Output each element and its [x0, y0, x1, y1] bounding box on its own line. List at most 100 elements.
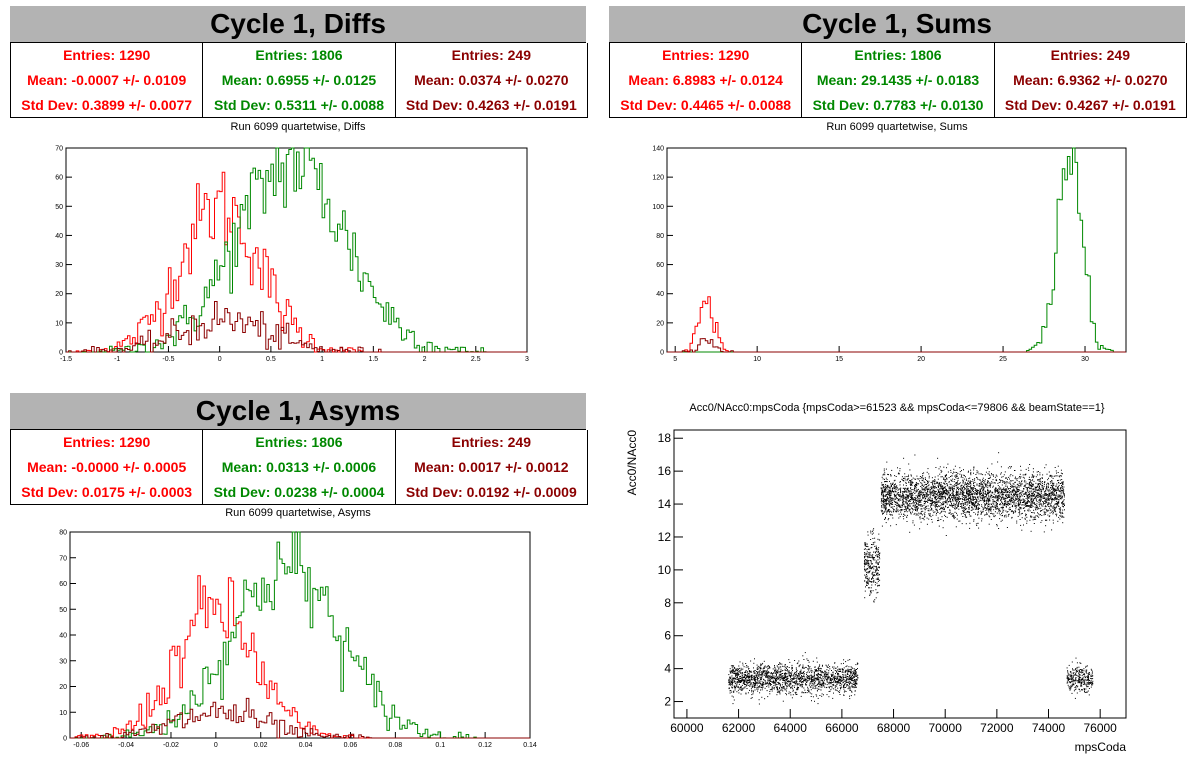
stat-std: Std Dev: 0.5311 +/- 0.0088 — [213, 96, 385, 113]
scatter-point — [1048, 486, 1049, 488]
scatter-point — [921, 491, 923, 493]
scatter-point — [931, 498, 933, 500]
scatter-point — [837, 681, 838, 683]
scatter-point — [997, 482, 999, 484]
x-tick-label: 66000 — [825, 721, 859, 735]
scatter-point — [968, 497, 970, 499]
scatter-point — [887, 491, 889, 493]
plot-frame — [673, 429, 1127, 719]
scatter-point — [736, 684, 737, 686]
scatter-point — [878, 533, 880, 535]
scatter-point — [737, 675, 738, 677]
scatter-point — [760, 668, 762, 670]
scatter-point — [949, 511, 951, 513]
scatter-point — [802, 677, 804, 679]
scatter-point — [870, 547, 872, 549]
scatter-point — [760, 668, 761, 669]
scatter-point — [1033, 480, 1035, 482]
scatter-point — [1040, 510, 1042, 512]
y-tick-label: 0 — [63, 736, 67, 743]
scatter-point — [953, 515, 955, 517]
scatter-point — [935, 490, 937, 492]
scatter-point — [901, 510, 903, 512]
scatter-point — [741, 680, 743, 682]
scatter-point — [849, 681, 851, 682]
scatter-point — [989, 499, 991, 501]
scatter-point — [864, 544, 866, 546]
scatter-point — [857, 677, 859, 679]
scatter-point — [885, 506, 887, 508]
scatter-point — [729, 692, 731, 694]
scatter-point — [910, 513, 912, 515]
scatter-point — [987, 473, 989, 475]
scatter-point — [970, 487, 972, 488]
scatter-point — [730, 678, 731, 680]
scatter-point — [783, 688, 785, 690]
scatter-point — [910, 495, 912, 497]
scatter-point — [940, 471, 942, 473]
scatter-point — [909, 509, 911, 511]
scatter-point — [734, 671, 736, 673]
scatter-point — [776, 669, 778, 671]
scatter-point — [1009, 503, 1011, 505]
scatter-point — [1062, 501, 1063, 503]
scatter-point — [1034, 489, 1036, 491]
scatter-point — [766, 671, 768, 673]
scatter-point — [1015, 496, 1017, 498]
scatter-point — [796, 689, 798, 691]
scatter-point — [905, 501, 907, 503]
scatter-point — [789, 682, 791, 684]
scatter-point — [736, 669, 738, 671]
scatter-point — [754, 685, 756, 687]
scatter-point — [1054, 493, 1056, 495]
scatter-point — [1035, 497, 1037, 499]
scatter-point — [786, 694, 787, 696]
scatter-point — [971, 506, 973, 508]
scatter-point — [1040, 503, 1042, 505]
scatter-point — [912, 498, 914, 500]
scatter-point — [919, 495, 921, 497]
scatter-point — [1047, 485, 1049, 487]
scatter-point — [1023, 488, 1025, 490]
scatter-point — [908, 504, 910, 506]
scatter-point — [905, 502, 907, 504]
scatter-point — [1003, 516, 1005, 518]
scatter-point — [851, 683, 853, 685]
scatter-point — [732, 665, 734, 667]
scatter-point — [999, 479, 1000, 481]
scatter-point — [870, 566, 872, 568]
scatter-point — [1056, 489, 1058, 491]
scatter-point — [974, 493, 976, 495]
scatter-point — [799, 678, 801, 680]
scatter-point — [799, 679, 801, 681]
scatter-point — [914, 478, 916, 480]
scatter-point — [818, 668, 820, 670]
scatter-point — [1009, 466, 1011, 467]
scatter-point — [959, 467, 961, 469]
scatter-point — [934, 498, 936, 500]
scatter-point — [1034, 486, 1036, 488]
scatter-point — [920, 493, 922, 495]
scatter-point — [1029, 506, 1031, 508]
scatter-point — [998, 495, 1000, 497]
scatter-point — [849, 677, 851, 679]
scatter-point — [970, 487, 972, 489]
scatter-point — [930, 490, 932, 492]
scatter-point — [872, 554, 874, 556]
scatter-point — [752, 693, 754, 695]
scatter-point — [966, 500, 968, 502]
scatter-point — [977, 502, 979, 504]
scatter-point — [740, 689, 742, 691]
scatter-cluster — [728, 652, 859, 705]
scatter-point — [995, 489, 997, 491]
scatter-point — [769, 667, 771, 669]
scatter-point — [1022, 474, 1024, 476]
scatter-point — [942, 490, 944, 492]
scatter-point — [960, 485, 962, 487]
scatter-point — [850, 671, 852, 673]
scatter-point — [873, 600, 875, 602]
scatter-point — [998, 452, 1000, 454]
scatter-point — [766, 686, 768, 687]
scatter-point — [791, 673, 793, 675]
scatter-point — [767, 696, 769, 698]
